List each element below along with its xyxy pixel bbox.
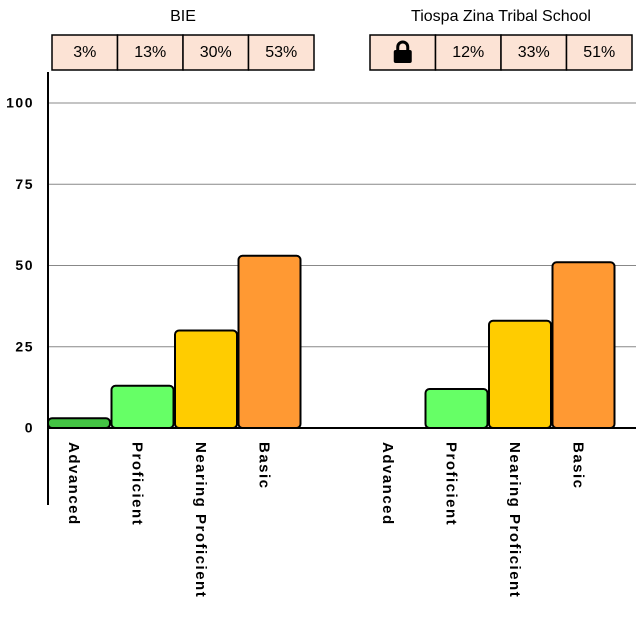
value-box — [500, 34, 568, 71]
group-title: BIE — [170, 8, 196, 25]
category-label: Advanced — [379, 442, 396, 526]
value-box — [182, 34, 250, 71]
value-label: 30% — [200, 44, 232, 61]
value-box — [116, 34, 184, 71]
bar — [47, 417, 111, 429]
y-tick-label: 100 — [6, 95, 34, 111]
category-label: Basic — [570, 442, 587, 490]
value-label: 51% — [583, 44, 615, 61]
value-box — [247, 34, 315, 71]
category-label: Basic — [256, 442, 273, 490]
bar — [551, 261, 616, 429]
y-tick-label: 50 — [15, 257, 34, 273]
bar — [237, 254, 302, 429]
value-label: 13% — [134, 44, 166, 61]
lock-icon — [393, 50, 412, 63]
category-label: Nearing Proficient — [506, 442, 523, 598]
y-tick-label: 75 — [15, 176, 34, 192]
value-label: 33% — [518, 44, 550, 61]
value-box — [434, 34, 502, 71]
group-title: Tiospa Zina Tribal School — [411, 8, 591, 25]
value-label: 53% — [265, 44, 297, 61]
category-label: Nearing Proficient — [192, 442, 209, 598]
category-label: Proficient — [443, 442, 460, 526]
value-box — [565, 34, 633, 71]
value-label: 12% — [452, 44, 484, 61]
lock-icon — [396, 40, 410, 51]
bar — [110, 384, 175, 429]
value-label: 3% — [73, 44, 96, 61]
bar — [488, 319, 552, 429]
category-label: Proficient — [129, 442, 146, 526]
y-tick-label: 0 — [25, 420, 34, 436]
value-box — [51, 34, 119, 71]
bar — [174, 329, 238, 429]
category-label: Advanced — [65, 442, 82, 526]
bar — [424, 388, 489, 429]
y-tick-label: 25 — [15, 338, 34, 354]
